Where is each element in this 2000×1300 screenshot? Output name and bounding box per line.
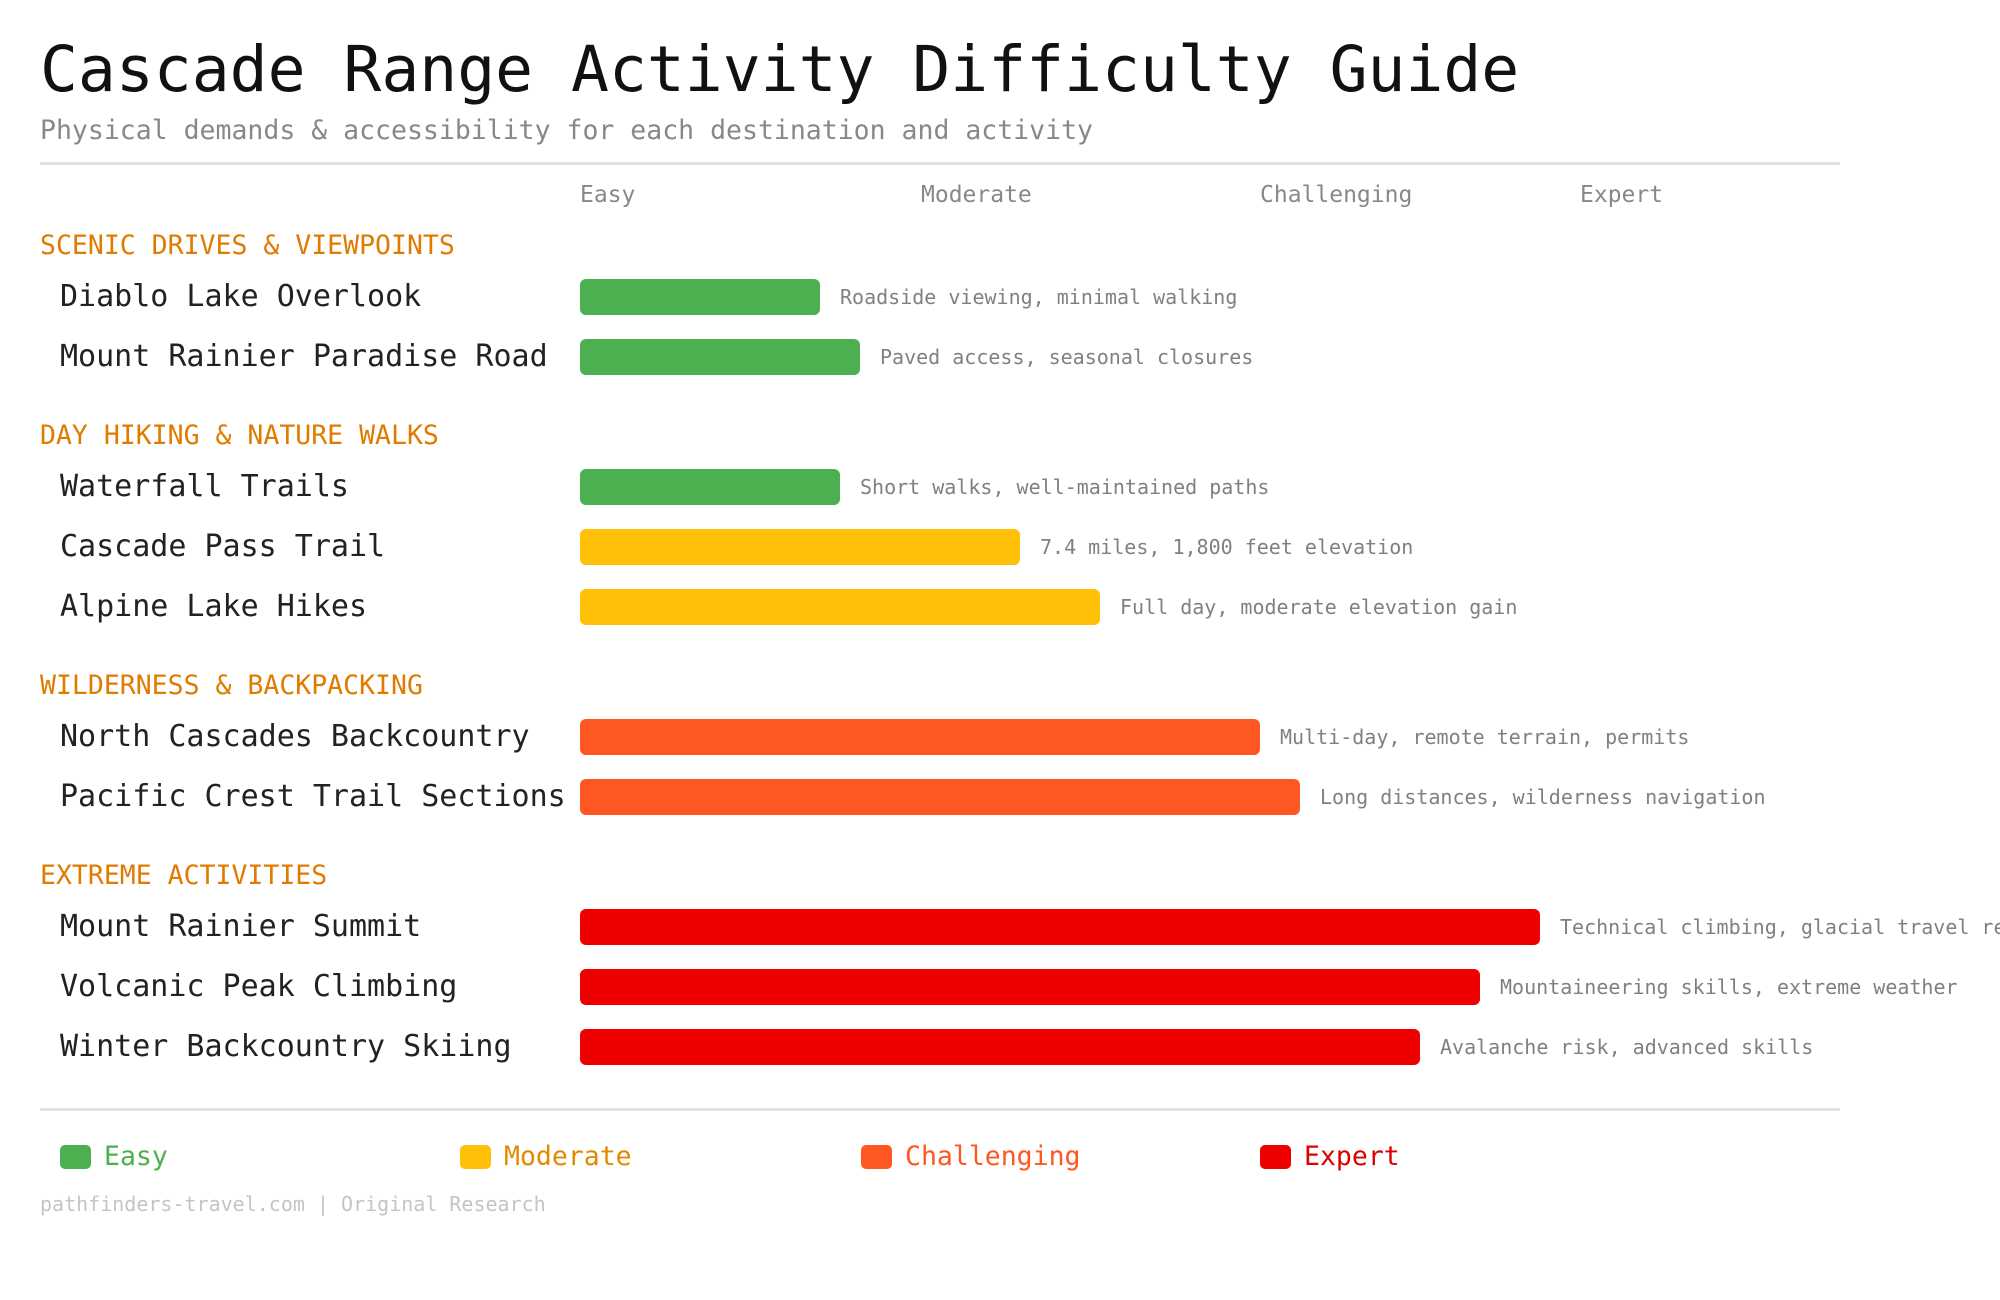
bar-challenging	[580, 719, 1260, 755]
section-1: DAY HIKING & NATURE WALKS Waterfall Trail…	[0, 421, 2000, 637]
bar-row: Alpine Lake Hikes Full day, moderate elev…	[0, 577, 2000, 637]
chart-title: Cascade Range Activity Difficulty Guide	[40, 33, 1520, 106]
bar-label: Mount Rainier Summit	[60, 909, 422, 944]
bar-easy	[580, 279, 820, 315]
bar-moderate	[580, 589, 1100, 625]
bar-row: Winter Backcountry Skiing Avalanche risk,…	[0, 1017, 2000, 1077]
scale-label-expert: Expert	[1580, 182, 1664, 208]
bar-label: Winter Backcountry Skiing	[60, 1029, 512, 1064]
section-title: SCENIC DRIVES & VIEWPOINTS	[40, 230, 455, 261]
legend-label: Moderate	[504, 1141, 632, 1172]
bar-label: Waterfall Trails	[60, 469, 349, 504]
bar-note: Avalanche risk, advanced skills	[1440, 1035, 1814, 1059]
legend-label: Expert	[1304, 1141, 1400, 1172]
legend-swatch	[460, 1145, 491, 1169]
scale-label-moderate: Moderate	[921, 182, 1032, 208]
bar-note: Full day, moderate elevation gain	[1120, 595, 1518, 619]
bar-row: Cascade Pass Trail 7.4 miles, 1,800 feet …	[0, 517, 2000, 577]
section-title: DAY HIKING & NATURE WALKS	[40, 420, 439, 451]
footer-source: pathfinders-travel.com | Original Resear…	[40, 1192, 546, 1216]
bar-expert	[580, 909, 1540, 945]
bar-row: Mount Rainier Paradise Road Paved access,…	[0, 327, 2000, 387]
bar-label: Alpine Lake Hikes	[60, 589, 368, 624]
bar-label: Volcanic Peak Climbing	[60, 969, 458, 1004]
legend-item-easy: Easy	[60, 1142, 168, 1172]
legend-swatch	[60, 1145, 91, 1169]
bar-row: Waterfall Trails Short walks, well-mainta…	[0, 457, 2000, 517]
chart-body: SCENIC DRIVES & VIEWPOINTS Diablo Lake Ov…	[0, 231, 2000, 1111]
bar-label: Cascade Pass Trail	[60, 529, 386, 564]
bar-row: North Cascades Backcountry Multi-day, rem…	[0, 707, 2000, 767]
bar-moderate	[580, 529, 1020, 565]
bar-row: Pacific Crest Trail Sections Long distanc…	[0, 767, 2000, 827]
section-3: EXTREME ACTIVITIES Mount Rainier Summit Te…	[0, 861, 2000, 1077]
bar-note: Mountaineering skills, extreme weather	[1500, 975, 1958, 999]
bar-note: Roadside viewing, minimal walking	[840, 285, 1238, 309]
bar-easy	[580, 339, 860, 375]
bar-row: Mount Rainier Summit Technical climbing, …	[0, 897, 2000, 957]
section-title: WILDERNESS & BACKPACKING	[40, 670, 423, 701]
bottom-divider	[40, 1108, 1840, 1111]
bar-note: Long distances, wilderness navigation	[1320, 785, 1766, 809]
chart-subtitle: Physical demands & accessibility for eac…	[40, 115, 1093, 146]
bar-label: Diablo Lake Overlook	[60, 279, 422, 314]
section-2: WILDERNESS & BACKPACKING North Cascades B…	[0, 671, 2000, 827]
bar-note: Multi-day, remote terrain, permits	[1280, 725, 1690, 749]
legend-swatch	[1260, 1145, 1291, 1169]
bar-note: Short walks, well-maintained paths	[860, 475, 1270, 499]
scale-label-challenging: Challenging	[1260, 182, 1413, 208]
bar-easy	[580, 469, 840, 505]
legend-swatch	[861, 1145, 892, 1169]
section-title: EXTREME ACTIVITIES	[40, 860, 328, 891]
bar-note: 7.4 miles, 1,800 feet elevation	[1040, 535, 1414, 559]
bar-label: Mount Rainier Paradise Road	[60, 339, 548, 374]
legend-item-moderate: Moderate	[460, 1142, 632, 1172]
bar-challenging	[580, 779, 1300, 815]
bar-note: Technical climbing, glacial travel re	[1560, 915, 2000, 939]
bar-row: Volcanic Peak Climbing Mountaineering ski…	[0, 957, 2000, 1017]
bar-expert	[580, 1029, 1420, 1065]
section-0: SCENIC DRIVES & VIEWPOINTS Diablo Lake Ov…	[0, 231, 2000, 387]
legend-label: Challenging	[905, 1141, 1081, 1172]
top-divider	[40, 162, 1840, 165]
legend-label: Easy	[104, 1141, 168, 1172]
legend-item-challenging: Challenging	[861, 1142, 1081, 1172]
legend-item-expert: Expert	[1260, 1142, 1400, 1172]
bar-label: Pacific Crest Trail Sections	[60, 779, 566, 814]
bar-label: North Cascades Backcountry	[60, 719, 530, 754]
bar-note: Paved access, seasonal closures	[880, 345, 1254, 369]
bar-expert	[580, 969, 1480, 1005]
bar-row: Diablo Lake Overlook Roadside viewing, mi…	[0, 267, 2000, 327]
scale-label-easy: Easy	[580, 182, 636, 208]
